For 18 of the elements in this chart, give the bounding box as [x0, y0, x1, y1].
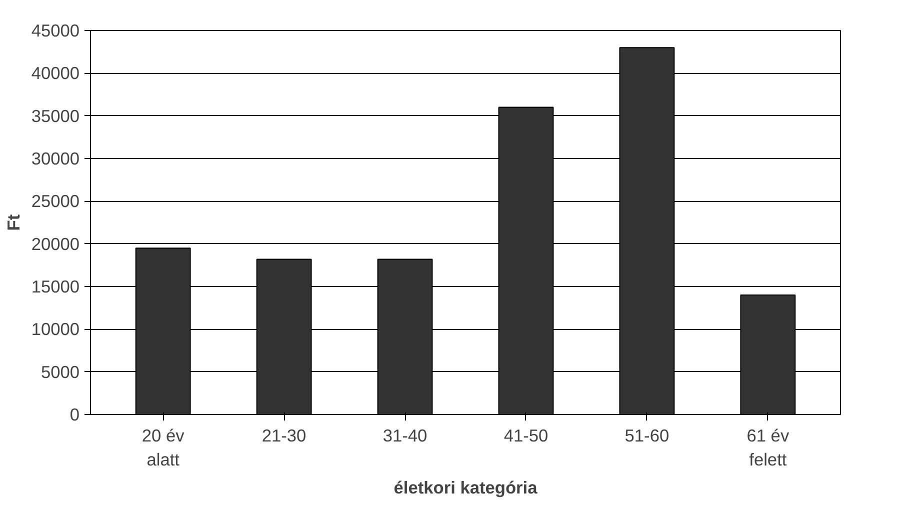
y-tick-label: 20000	[31, 234, 80, 254]
y-tick-label: 40000	[31, 63, 80, 84]
y-tick-label: 10000	[31, 319, 80, 340]
y-tick-label: 35000	[31, 106, 80, 126]
y-tick-label: 30000	[31, 148, 80, 168]
x-tick-label: 51-60	[624, 426, 670, 446]
x-tick-label: 61 év felett	[746, 426, 790, 470]
y-tick-label: 5000	[40, 362, 80, 382]
x-tick-label: 41-50	[504, 426, 548, 446]
y-tick-label: 45000	[31, 20, 80, 40]
x-axis-title: életkori kategória	[394, 478, 538, 498]
y-axis-title: Ft	[3, 214, 24, 231]
x-tick-label: 20 év alatt	[142, 426, 185, 470]
x-tick-label: 21-30	[262, 426, 306, 446]
y-tick-label: 0	[70, 404, 80, 424]
x-tick-label: 31-40	[382, 426, 428, 446]
y-tick-label: 15000	[31, 276, 80, 296]
y-tick-label: 25000	[31, 191, 80, 212]
